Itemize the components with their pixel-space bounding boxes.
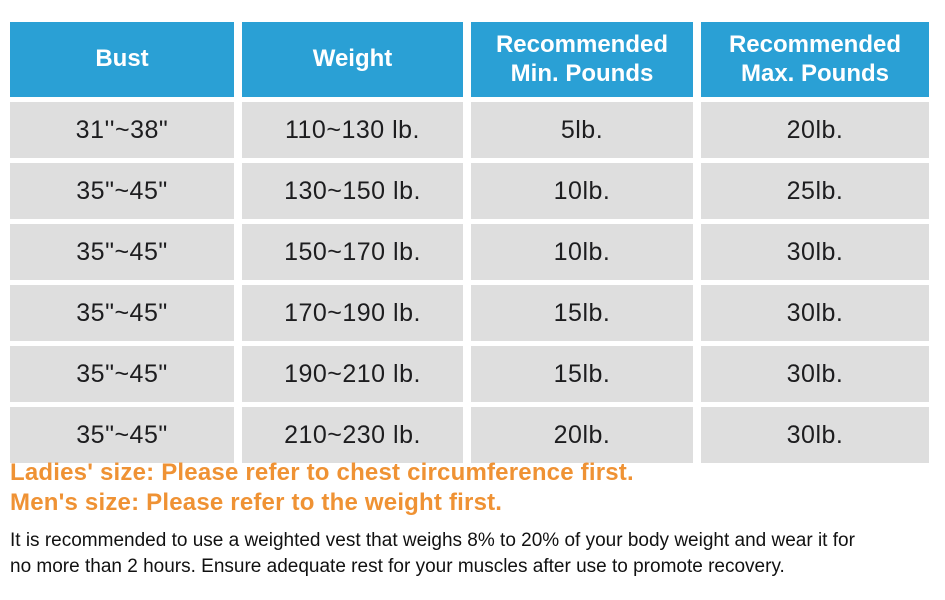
- table-header-weight: Weight: [242, 22, 463, 97]
- ladies-size-note: Ladies' size: Please refer to chest circ…: [10, 459, 634, 486]
- table-cell: 35"~45": [10, 285, 234, 341]
- table-cell: 30lb.: [701, 407, 929, 463]
- table-cell: 110~130 lb.: [242, 102, 463, 158]
- table-cell: 35"~45": [10, 346, 234, 402]
- table-cell: 150~170 lb.: [242, 224, 463, 280]
- table-cell: 10lb.: [471, 224, 693, 280]
- table-header-bust: Bust: [10, 22, 234, 97]
- mens-size-note: Men's size: Please refer to the weight f…: [10, 489, 503, 516]
- table-cell: 210~230 lb.: [242, 407, 463, 463]
- notes-section: Ladies' size: Please refer to chest circ…: [10, 458, 920, 580]
- table-cell: 30lb.: [701, 285, 929, 341]
- table-cell: 31''~38": [10, 102, 234, 158]
- table-cell: 35"~45": [10, 224, 234, 280]
- table-cell: 20lb.: [471, 407, 693, 463]
- table-cell: 35"~45": [10, 163, 234, 219]
- table-cell: 130~150 lb.: [242, 163, 463, 219]
- table-cell: 25lb.: [701, 163, 929, 219]
- table-header-recommended-min-pounds: Recommended Min. Pounds: [471, 22, 693, 97]
- table-cell: 15lb.: [471, 285, 693, 341]
- table-cell: 35"~45": [10, 407, 234, 463]
- table-cell: 20lb.: [701, 102, 929, 158]
- table-cell: 190~210 lb.: [242, 346, 463, 402]
- table-cell: 10lb.: [471, 163, 693, 219]
- table-cell: 30lb.: [701, 346, 929, 402]
- table-header-recommended-max-pounds: Recommended Max. Pounds: [701, 22, 929, 97]
- table-cell: 5lb.: [471, 102, 693, 158]
- usage-recommendation-text: It is recommended to use a weighted vest…: [10, 530, 855, 578]
- table-cell: 15lb.: [471, 346, 693, 402]
- table-cell: 170~190 lb.: [242, 285, 463, 341]
- table-cell: 30lb.: [701, 224, 929, 280]
- size-table: Bust Weight Recommended Min. Pounds Reco…: [10, 22, 929, 463]
